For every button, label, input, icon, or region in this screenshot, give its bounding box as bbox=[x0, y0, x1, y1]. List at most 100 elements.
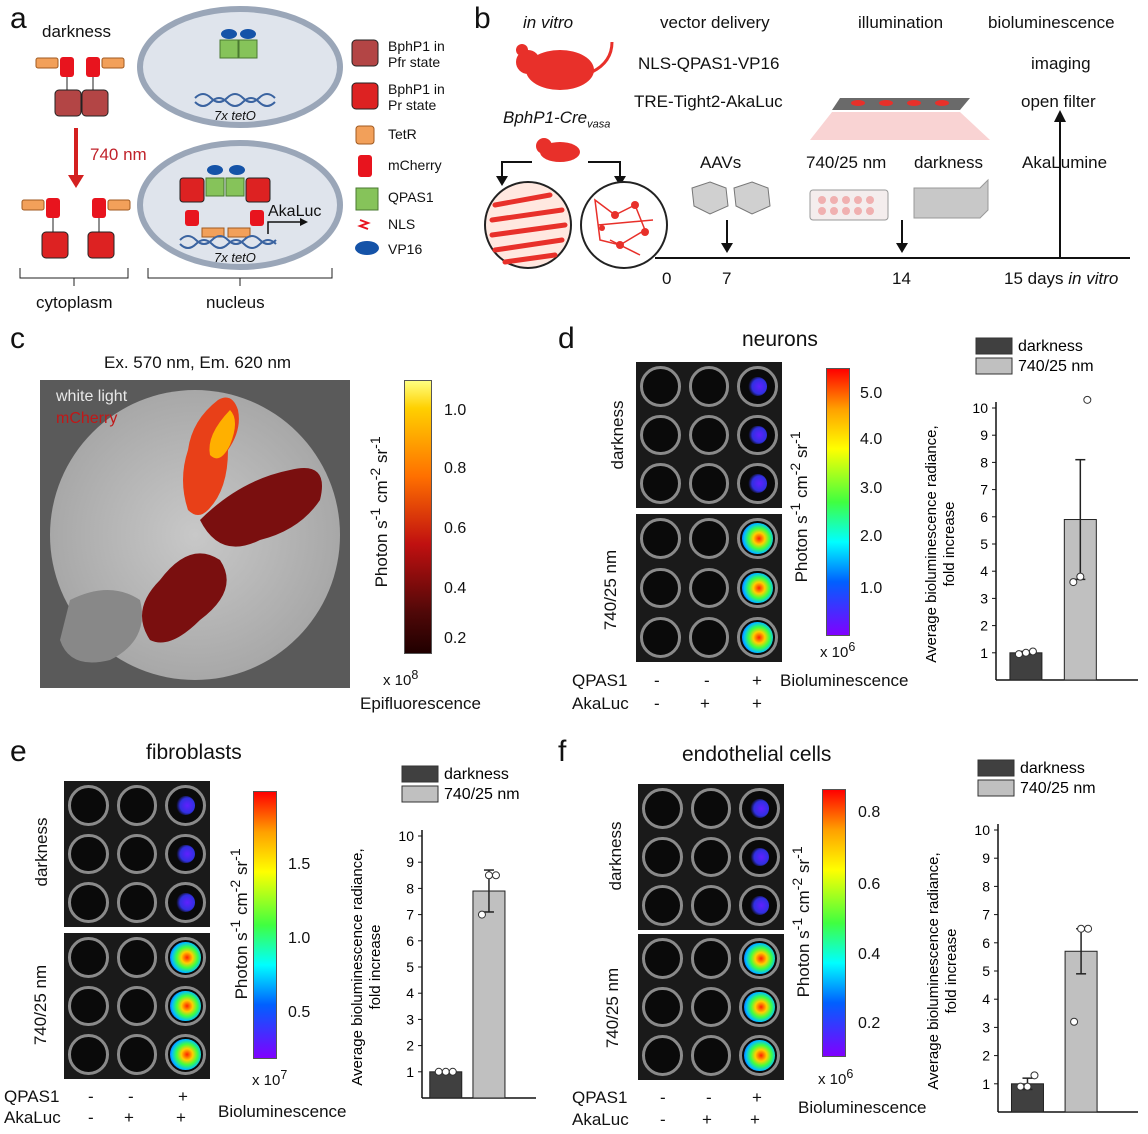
neurons-colorbar bbox=[826, 368, 850, 636]
bar bbox=[1064, 950, 1098, 1113]
mcherry-label: mCherry bbox=[56, 410, 118, 427]
data-point bbox=[1030, 1071, 1039, 1080]
signal-blob bbox=[748, 425, 767, 445]
plate-well bbox=[688, 366, 730, 407]
teto-bottom-label: 7x tetO bbox=[214, 250, 256, 265]
sign: - bbox=[660, 1110, 666, 1129]
sign: - bbox=[128, 1087, 134, 1106]
data-point bbox=[1023, 1082, 1032, 1091]
sign: - bbox=[704, 671, 710, 690]
panel-label-e: e bbox=[10, 735, 27, 768]
plate-well bbox=[690, 836, 732, 878]
plate-well bbox=[165, 833, 206, 875]
y-tick-label: 3 bbox=[406, 1011, 414, 1027]
dark-box-icon bbox=[913, 178, 989, 219]
y-tick-label: 7 bbox=[406, 907, 414, 923]
legend-pr-icon bbox=[351, 82, 379, 110]
legend-pfr-label: BphP1 in Pfr state bbox=[388, 38, 445, 70]
panel-c-tick: 1.0 bbox=[444, 402, 467, 419]
plate-well bbox=[116, 937, 158, 978]
y-tick-label: 1 bbox=[406, 1064, 414, 1080]
fibroblasts-darkness-plate bbox=[64, 781, 210, 927]
y-tick-label: 5 bbox=[406, 959, 414, 975]
y-tick-label: 1 bbox=[982, 1076, 990, 1092]
plate-well bbox=[165, 1034, 206, 1075]
timeline-end-label: 15 days in vitro bbox=[1004, 269, 1119, 288]
y-tick-label: 6 bbox=[406, 933, 414, 949]
y-tick-label: 2 bbox=[982, 1048, 990, 1064]
plate-well bbox=[739, 836, 780, 878]
bar bbox=[472, 890, 506, 1099]
panel-c-unit: x 108 bbox=[383, 668, 419, 689]
panel-label-a: a bbox=[10, 2, 27, 35]
panel-c-scale-label: Photon s-1 cm-2 sr-1 bbox=[368, 436, 391, 588]
plate-well bbox=[690, 885, 732, 926]
illum-darkness-label: darkness bbox=[914, 153, 983, 172]
panel-c-tick: 0.6 bbox=[444, 520, 467, 537]
data-point bbox=[448, 1067, 457, 1076]
sign: - bbox=[88, 1087, 94, 1106]
signal-blob bbox=[170, 942, 201, 973]
legend-label: 740/25 nm bbox=[444, 786, 520, 803]
mouse-strain-label: BphP1-Crevasa bbox=[503, 108, 611, 131]
sign: + bbox=[752, 671, 762, 690]
panel-d-tick: 4.0 bbox=[860, 431, 883, 448]
data-point bbox=[1021, 648, 1030, 657]
light-panel-icon bbox=[832, 98, 970, 110]
endothelial-bar-chart: darkness 740/25 nm 1 2 3 4 5 6 7 8 9 10 Average biol… bbox=[925, 759, 1138, 1113]
plate-well bbox=[116, 785, 158, 826]
data-point bbox=[1070, 1017, 1079, 1026]
panel-f-unit: x 106 bbox=[818, 1067, 854, 1088]
legend-label: 740/25 nm bbox=[1020, 780, 1096, 797]
y-tick-label: 3 bbox=[982, 1019, 990, 1035]
panel-f-tick: 0.4 bbox=[858, 946, 881, 963]
data-point bbox=[484, 871, 493, 880]
plate-well bbox=[688, 463, 730, 504]
panel-c-title: Ex. 570 nm, Em. 620 nm bbox=[104, 353, 292, 372]
plate-well bbox=[116, 985, 158, 1027]
legend-pr-label: BphP1 in Pr state bbox=[388, 81, 445, 113]
y-axis-label: Average bioluminescence radiance,fold in… bbox=[925, 852, 960, 1089]
fibroblasts-row-light: 740/25 nm bbox=[31, 964, 50, 1046]
illum-wavelength-label: 740/25 nm bbox=[806, 153, 887, 172]
plate-well bbox=[68, 937, 109, 978]
neurons-darkness-plate bbox=[636, 362, 782, 508]
illumination-label: illumination bbox=[858, 13, 944, 32]
panel-e-tick: 1.5 bbox=[288, 856, 311, 873]
darkness-label: darkness bbox=[42, 22, 111, 41]
y-tick-label: 6 bbox=[980, 509, 988, 525]
y-tick-label: 4 bbox=[980, 563, 988, 579]
vector1-label: NLS-QPAS1-VP16 bbox=[638, 54, 780, 73]
timeline-tick-14: 14 bbox=[892, 269, 911, 288]
legend-nls-icon bbox=[357, 219, 371, 230]
panel-e-unit: x 107 bbox=[252, 1068, 288, 1089]
signal-blob bbox=[176, 796, 195, 815]
plate-well bbox=[642, 1035, 683, 1076]
neurons-row-light: 740/25 nm bbox=[601, 549, 620, 631]
legend-qpas1-label: QPAS1 bbox=[388, 189, 434, 205]
endothelial-colorbar bbox=[822, 789, 846, 1057]
sign: + bbox=[124, 1108, 134, 1127]
endothelial-row-light: 740/25 nm bbox=[603, 967, 622, 1049]
panel-label-c: c bbox=[10, 322, 25, 355]
plate-well bbox=[640, 567, 681, 609]
y-tick-label: 10 bbox=[398, 828, 414, 844]
panel-label-d: d bbox=[558, 322, 575, 355]
signal-blob bbox=[170, 990, 201, 1022]
panel-e-tick: 0.5 bbox=[288, 1004, 311, 1021]
plate-well bbox=[165, 937, 206, 978]
neurons-row-darkness: darkness bbox=[608, 400, 627, 470]
panel-d-qpas1: QPAS1 bbox=[572, 671, 628, 690]
fibroblasts-light-plate bbox=[64, 933, 210, 1079]
signal-blob bbox=[750, 847, 769, 867]
panel-e-tick: 1.0 bbox=[288, 930, 311, 947]
sign: - bbox=[660, 1088, 666, 1107]
signal-blob bbox=[744, 943, 775, 974]
legend-tetr-icon bbox=[355, 125, 375, 145]
panel-e-akaluc: AkaLuc bbox=[4, 1108, 61, 1127]
timeline-tick-7: 7 bbox=[722, 269, 732, 288]
neuron-dish-icon bbox=[580, 181, 668, 269]
well-plate-icon bbox=[809, 189, 889, 221]
plate-well bbox=[116, 1034, 158, 1075]
plate-well bbox=[737, 463, 778, 504]
